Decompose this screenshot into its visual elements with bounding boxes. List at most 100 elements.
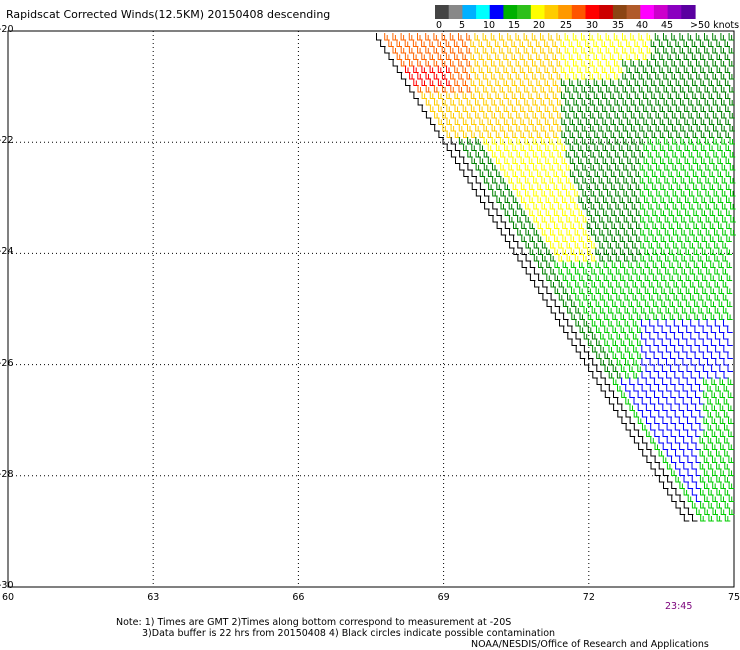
wind-barb [533,176,539,184]
wind-barb [570,208,576,216]
wind-barb [524,85,530,93]
wind-barb [722,306,729,314]
wind-barb [569,117,575,125]
wind-barb [548,59,554,67]
wind-barb [679,468,685,476]
wind-barb [687,429,693,437]
wind-barb [599,254,605,262]
wind-barb [458,111,465,119]
wind-barb [563,312,569,320]
wind-barb [579,260,585,268]
wind-barb [659,52,665,60]
wind-barb [627,130,633,138]
wind-barb [595,260,601,268]
wind-barb [500,228,507,236]
wind-barbs [376,33,736,522]
wind-barb [724,423,730,431]
wind-barb [638,33,644,41]
wind-barb [421,91,428,99]
wind-barb [483,163,490,171]
wind-barb [630,85,637,93]
wind-barb [409,59,415,67]
wind-barb [578,221,585,229]
wind-barb [640,293,647,301]
wind-barb [657,358,664,366]
wind-barb [702,312,708,320]
wind-barb [612,286,618,294]
wind-barb [581,72,587,80]
wind-barb [716,39,722,47]
chart-title: Rapidscat Corrected Winds(12.5KM) 201504… [6,8,331,21]
wind-barb [645,390,652,398]
wind-barb [685,234,691,242]
wind-barb [524,111,530,119]
wind-barb [484,189,490,197]
wind-barb [507,98,514,106]
wind-barb [630,111,637,119]
wind-barb [622,137,629,145]
wind-barb [619,156,625,164]
wind-barb [540,98,547,106]
legend-swatch [503,5,518,19]
wind-barb [622,46,628,54]
wind-barb [687,507,694,515]
wind-barb [707,397,713,405]
wind-barb [438,130,444,138]
wind-barb [574,202,580,210]
wind-barb [639,111,645,119]
wind-barb [713,163,719,171]
wind-barb [602,156,609,164]
wind-barb [661,351,668,359]
wind-barb [504,143,510,151]
wind-barb [521,221,527,229]
wind-barb [557,176,564,184]
wind-barb [604,390,611,398]
wind-barb [487,104,493,112]
wind-barb [585,65,591,73]
wind-barb [474,33,480,41]
wind-barb [429,104,436,112]
wind-barb [692,91,698,99]
wind-barb [675,475,681,483]
wind-barb [708,117,715,125]
wind-barb [713,189,720,197]
wind-barb [671,98,678,106]
wind-barb [649,371,656,379]
wind-barb [578,169,584,177]
wind-barb [678,325,684,333]
note-line-1: Note: 1) Times are GMT 2)Times along bot… [116,617,512,628]
wind-barb [516,124,522,132]
wind-barb [463,169,469,177]
wind-barb [664,189,670,197]
wind-barb [687,481,694,489]
wind-barb [628,260,634,268]
wind-barb [696,59,702,67]
wind-barb [579,273,585,281]
wind-barb [660,182,666,190]
wind-barb [675,78,682,86]
wind-barb [719,416,726,424]
wind-barb [708,475,714,483]
wind-barb [483,137,489,145]
wind-barb [707,410,713,418]
wind-barb [722,267,728,275]
wind-barb [521,260,528,268]
wind-barb [437,65,444,73]
wind-barb [618,143,625,151]
wind-barb [670,390,676,398]
wind-barb [554,312,561,320]
wind-barb [724,436,730,444]
wind-barb [606,137,612,145]
wind-barb [636,234,642,242]
wind-barb [730,215,736,223]
wind-barb [540,124,547,132]
wind-barb [724,449,730,457]
wind-barb [625,410,631,418]
wind-barb [544,65,550,73]
wind-barb [719,325,725,333]
wind-barb [690,332,696,340]
wind-barb [396,39,402,47]
wind-barb [599,267,605,275]
wind-barb [533,241,540,249]
wind-barb [650,449,656,457]
